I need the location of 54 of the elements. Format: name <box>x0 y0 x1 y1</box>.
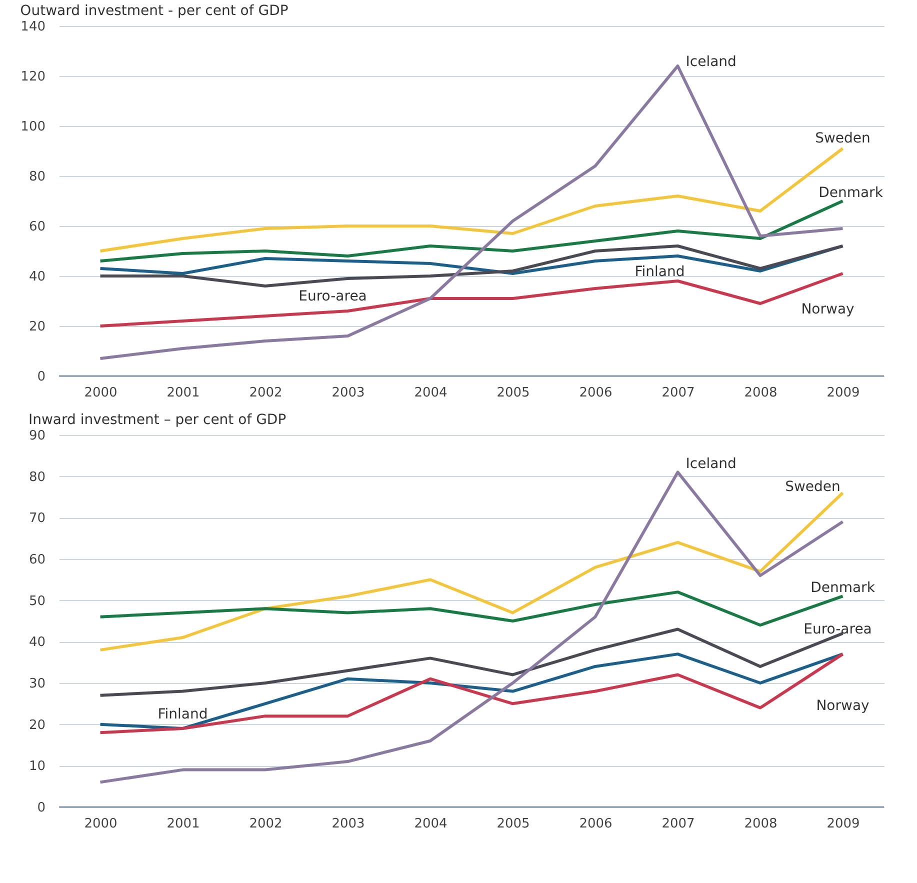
series-label: Sweden <box>785 478 840 495</box>
x-tick-label: 2000 <box>84 816 118 832</box>
series-label: Sweden <box>815 130 870 146</box>
x-tick-label: 2003 <box>332 816 365 832</box>
chart-title: Inward investment – per cent of GDP <box>28 412 286 428</box>
y-tick-label: 60 <box>28 552 46 568</box>
series-label: Iceland <box>686 456 736 472</box>
x-tick-label: 2005 <box>496 386 530 400</box>
x-tick-label: 2001 <box>166 816 200 832</box>
x-tick-label: 2009 <box>826 816 860 832</box>
y-tick-label: 80 <box>28 470 46 485</box>
y-tick-label: 90 <box>28 428 46 444</box>
x-tick-label: 2003 <box>332 386 365 400</box>
y-tick-label: 50 <box>28 594 46 609</box>
series-label: Denmark <box>810 580 876 596</box>
series-label: Euro-area <box>804 621 872 638</box>
y-tick-label: 60 <box>28 220 46 234</box>
x-tick-label: 2009 <box>826 386 860 400</box>
x-tick-label: 2004 <box>414 816 448 832</box>
series-label: Norway <box>816 698 870 714</box>
series-label: Denmark <box>818 185 884 201</box>
y-tick-label: 10 <box>28 759 46 774</box>
y-tick-label: 20 <box>28 718 46 733</box>
series-label: Finland <box>158 706 208 722</box>
x-tick-label: 2002 <box>249 816 282 832</box>
series-label: Euro-area <box>298 288 367 304</box>
y-tick-label: 0 <box>37 370 46 384</box>
series-label: Norway <box>801 302 854 318</box>
y-tick-label: 20 <box>28 320 46 334</box>
y-tick-label: 0 <box>37 800 46 816</box>
x-tick-label: 2001 <box>166 386 200 400</box>
chart-title: Outward investment - per cent of GDP <box>20 3 288 19</box>
x-tick-label: 2004 <box>414 386 448 400</box>
x-tick-label: 2002 <box>249 386 282 400</box>
y-tick-label: 120 <box>20 70 46 84</box>
x-tick-label: 2006 <box>579 816 612 832</box>
x-tick-label: 2007 <box>662 816 695 832</box>
x-tick-label: 2005 <box>496 816 530 832</box>
y-tick-label: 80 <box>28 170 46 184</box>
x-tick-label: 2000 <box>84 386 118 400</box>
y-tick-label: 70 <box>28 511 46 526</box>
x-tick-label: 2008 <box>744 386 778 400</box>
y-tick-label: 30 <box>28 676 46 692</box>
x-tick-label: 2006 <box>579 386 612 400</box>
line-series <box>98 244 844 288</box>
y-tick-label: 100 <box>20 120 46 134</box>
y-tick-label: 140 <box>20 20 46 34</box>
series-label: Iceland <box>686 54 736 70</box>
x-tick-label: 2007 <box>662 386 695 400</box>
x-tick-label: 2008 <box>744 816 778 832</box>
y-tick-label: 40 <box>28 270 46 284</box>
y-tick-label: 40 <box>28 635 46 650</box>
series-label: Finland <box>634 264 685 280</box>
line-series <box>98 200 844 262</box>
